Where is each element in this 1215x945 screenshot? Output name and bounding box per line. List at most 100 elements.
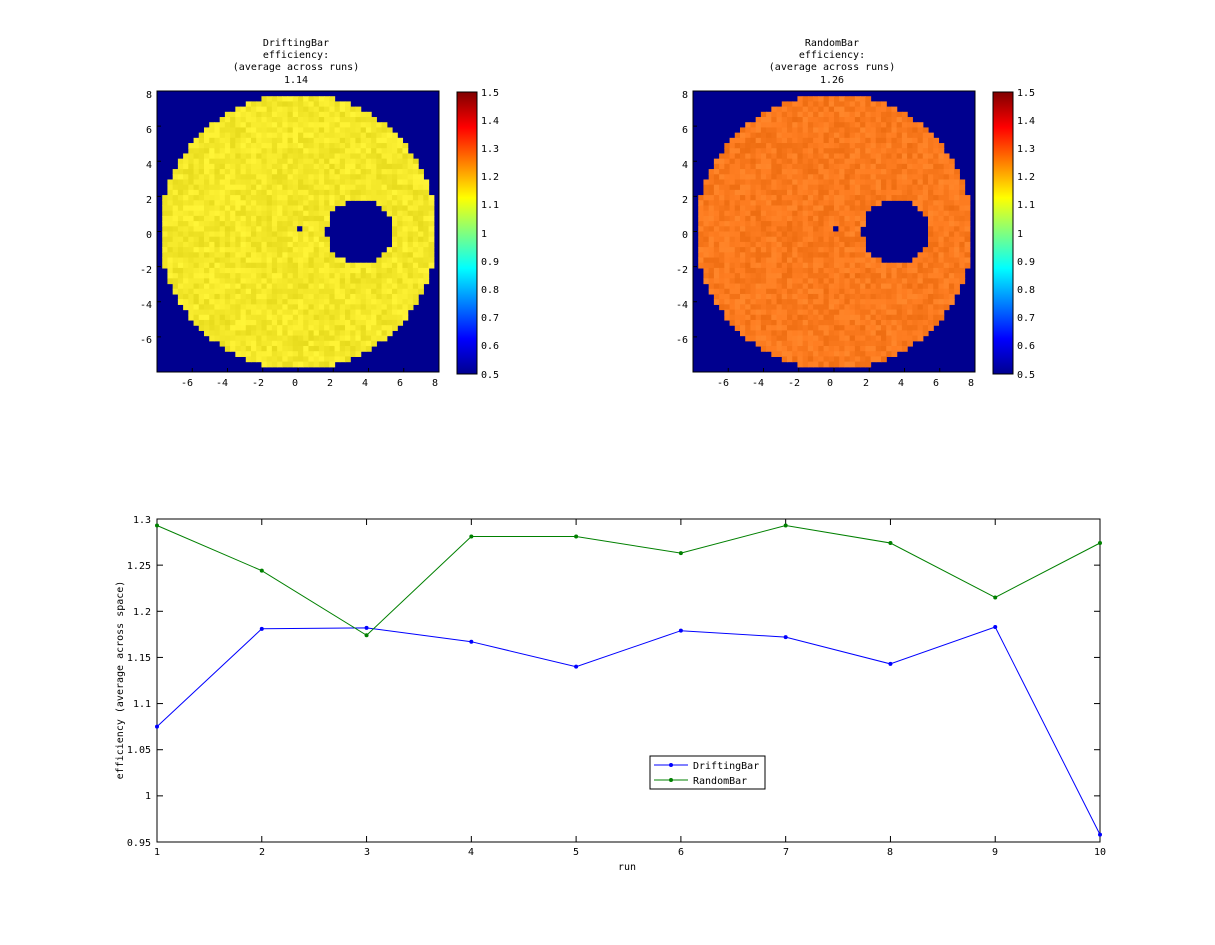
heatmap-cell bbox=[214, 283, 221, 290]
heatmap-cell bbox=[204, 195, 210, 201]
heatmap-cell bbox=[881, 299, 887, 305]
heatmap-cell bbox=[943, 283, 950, 290]
heatmap-cell bbox=[844, 325, 851, 331]
heatmap-cell bbox=[256, 241, 263, 248]
heatmap-cell bbox=[271, 356, 278, 363]
heatmap-cell bbox=[188, 283, 195, 290]
heatmap-cell bbox=[928, 288, 934, 295]
heatmap-cell bbox=[313, 143, 320, 149]
heatmap-cell bbox=[802, 283, 809, 290]
heatmap-cell bbox=[240, 299, 247, 305]
heatmap-cell bbox=[760, 137, 767, 144]
heatmap-cell bbox=[298, 210, 304, 217]
heatmap-cell bbox=[734, 221, 741, 227]
heatmap-cell bbox=[750, 257, 757, 264]
heatmap-cell bbox=[193, 241, 200, 248]
heatmap-cell bbox=[188, 247, 195, 253]
heatmap-cell bbox=[734, 283, 741, 290]
heatmap-cell bbox=[355, 309, 362, 316]
heatmap-cell bbox=[240, 293, 247, 300]
heatmap-cell bbox=[771, 314, 778, 321]
heatmap-cell bbox=[901, 309, 908, 316]
heatmap-cell bbox=[713, 184, 720, 191]
heatmap-cell bbox=[277, 241, 283, 248]
heatmap-cell bbox=[329, 262, 336, 269]
heatmap-cell bbox=[402, 189, 409, 196]
legend-label-drifting-bar: DriftingBar bbox=[693, 761, 759, 772]
colorbar-tick-label: 1.2 bbox=[1017, 172, 1035, 183]
heatmap-cell bbox=[360, 293, 367, 300]
heatmap-cell bbox=[922, 163, 929, 170]
heatmap-cell bbox=[418, 179, 424, 186]
heatmap-cell bbox=[350, 293, 357, 300]
heatmap-cell bbox=[834, 184, 840, 191]
heatmap-cell bbox=[172, 205, 179, 212]
heatmap-cell bbox=[740, 210, 746, 217]
heatmap-cell bbox=[204, 200, 210, 207]
heatmap-cell bbox=[802, 226, 809, 233]
heatmap-cell bbox=[386, 189, 393, 196]
heatmap-cell bbox=[371, 330, 377, 337]
heatmap-cell bbox=[402, 247, 409, 253]
heatmap-cell bbox=[834, 325, 840, 331]
heatmap-cell bbox=[230, 127, 236, 134]
heatmap-cell bbox=[376, 283, 383, 290]
heatmap-cell bbox=[760, 231, 767, 238]
heatmap-cell bbox=[292, 345, 299, 352]
heatmap-cell bbox=[875, 137, 882, 144]
heatmap-cell bbox=[402, 153, 409, 160]
heatmap-cell bbox=[698, 200, 705, 207]
heatmap-cell bbox=[381, 288, 388, 295]
heatmap-cell bbox=[412, 174, 419, 181]
heatmap-cell bbox=[760, 273, 767, 279]
heatmap-cell bbox=[277, 351, 283, 357]
heatmap-cell bbox=[719, 262, 725, 269]
heatmap-cell bbox=[896, 299, 903, 305]
heatmap-cell bbox=[901, 273, 908, 279]
heatmap-cell bbox=[875, 127, 882, 134]
heatmap-cell bbox=[708, 288, 715, 295]
heatmap-cell bbox=[365, 340, 372, 347]
line-series-layer bbox=[155, 523, 1102, 837]
heatmap-cell bbox=[402, 252, 409, 259]
heatmap-cell bbox=[839, 236, 846, 243]
heatmap-cell bbox=[261, 304, 268, 311]
heatmap-cell bbox=[928, 200, 934, 207]
heatmap-cell bbox=[724, 299, 731, 305]
heatmap-cell bbox=[797, 117, 804, 123]
heatmap-cell bbox=[371, 143, 377, 149]
heatmap-cell bbox=[797, 309, 804, 316]
heatmap-cell bbox=[235, 200, 242, 207]
heatmap-y-tick-label: 2 bbox=[682, 195, 688, 206]
heatmap-cell bbox=[729, 309, 736, 316]
heatmap-cell bbox=[345, 111, 351, 118]
heatmap-cell bbox=[334, 273, 341, 279]
heatmap-cell bbox=[860, 117, 866, 123]
heatmap-cell bbox=[282, 361, 289, 368]
heatmap-cell bbox=[740, 319, 746, 326]
heatmap-cell bbox=[392, 221, 398, 227]
heatmap-cell bbox=[886, 169, 893, 175]
heatmap-cell bbox=[334, 319, 341, 326]
heatmap-cell bbox=[860, 236, 866, 243]
heatmap-cell bbox=[329, 153, 336, 160]
heatmap-cell bbox=[271, 189, 278, 196]
heatmap-cell bbox=[708, 273, 715, 279]
heatmap-cell bbox=[938, 169, 945, 175]
heatmap-cell bbox=[219, 236, 226, 243]
heatmap-cell bbox=[251, 330, 257, 337]
heatmap-cell bbox=[402, 309, 409, 316]
heatmap-cell bbox=[881, 340, 887, 347]
heatmap-cell bbox=[251, 231, 257, 238]
heatmap-cell bbox=[740, 262, 746, 269]
heatmap-cell bbox=[823, 304, 830, 311]
heatmap-cell bbox=[938, 288, 945, 295]
heatmap-cell bbox=[771, 252, 778, 259]
heatmap-cell bbox=[277, 189, 283, 196]
heatmap-cell bbox=[271, 267, 278, 274]
heatmap-cell bbox=[177, 189, 184, 196]
heatmap-cell bbox=[224, 241, 231, 248]
heatmap-cell bbox=[896, 163, 903, 170]
heatmap-cell bbox=[339, 288, 346, 295]
heatmap-cell bbox=[823, 257, 830, 264]
